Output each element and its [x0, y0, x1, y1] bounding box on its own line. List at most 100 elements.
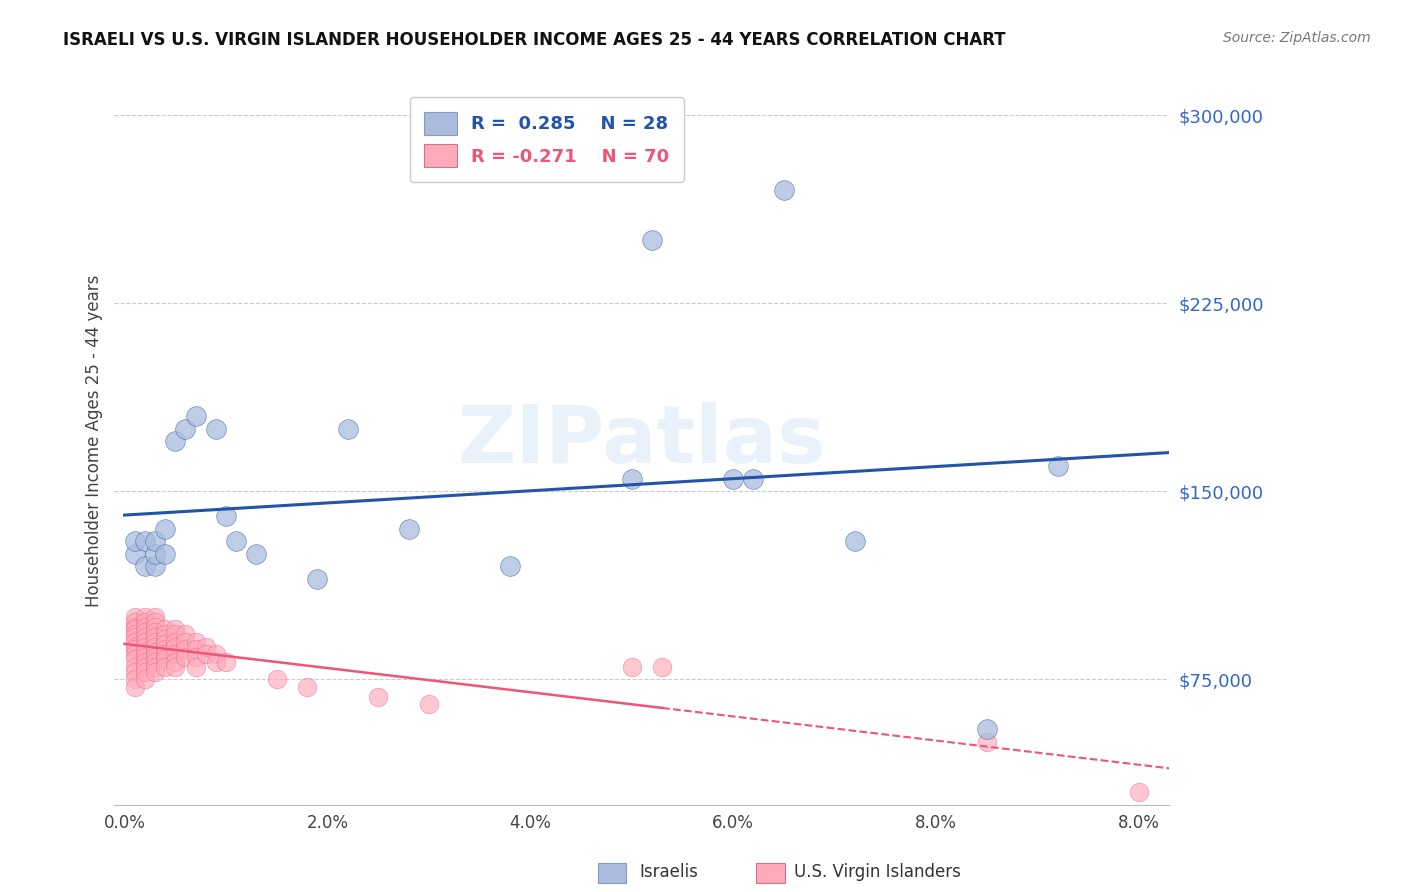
- Point: [153, 652, 176, 666]
- Point: [143, 645, 166, 659]
- Point: [225, 534, 247, 549]
- Point: [143, 665, 166, 679]
- Point: [134, 609, 156, 624]
- Point: [134, 534, 156, 549]
- Point: [215, 655, 238, 669]
- Point: [124, 647, 146, 661]
- Point: [124, 665, 146, 679]
- Point: [153, 659, 176, 673]
- Point: [194, 647, 217, 661]
- Point: [174, 642, 197, 657]
- Point: [620, 472, 643, 486]
- Text: ZIPatlas: ZIPatlas: [458, 402, 825, 480]
- Point: [124, 615, 146, 629]
- Point: [143, 615, 166, 629]
- Point: [1046, 459, 1069, 474]
- Point: [844, 534, 866, 549]
- Point: [143, 649, 166, 664]
- Point: [143, 609, 166, 624]
- Point: [184, 649, 207, 664]
- Point: [153, 632, 176, 647]
- Point: [134, 655, 156, 669]
- Point: [976, 735, 998, 749]
- Point: [143, 624, 166, 639]
- Legend: R =  0.285    N = 28, R = -0.271    N = 70: R = 0.285 N = 28, R = -0.271 N = 70: [411, 97, 683, 182]
- Point: [165, 655, 187, 669]
- Point: [124, 659, 146, 673]
- Point: [772, 183, 794, 197]
- Point: [153, 547, 176, 561]
- Point: [651, 659, 673, 673]
- Point: [134, 630, 156, 644]
- Point: [134, 645, 156, 659]
- Point: [295, 680, 318, 694]
- Point: [134, 619, 156, 633]
- Point: [134, 673, 156, 687]
- Point: [124, 547, 146, 561]
- Point: [143, 634, 166, 648]
- Point: [124, 652, 146, 666]
- Point: [153, 622, 176, 636]
- Point: [205, 655, 228, 669]
- Point: [742, 472, 765, 486]
- Point: [124, 673, 146, 687]
- Point: [174, 627, 197, 641]
- Point: [143, 655, 166, 669]
- Point: [153, 642, 176, 657]
- Point: [245, 547, 267, 561]
- Point: [134, 634, 156, 648]
- Point: [620, 659, 643, 673]
- Point: [184, 642, 207, 657]
- Point: [134, 615, 156, 629]
- Point: [398, 522, 420, 536]
- Point: [124, 627, 146, 641]
- Point: [124, 622, 146, 636]
- Point: [124, 634, 146, 648]
- Point: [194, 640, 217, 654]
- Point: [124, 609, 146, 624]
- Point: [124, 680, 146, 694]
- Point: [143, 640, 166, 654]
- Point: [174, 421, 197, 435]
- Point: [143, 619, 166, 633]
- Point: [336, 421, 359, 435]
- Point: [143, 559, 166, 574]
- Point: [153, 522, 176, 536]
- Point: [641, 234, 664, 248]
- Point: [134, 559, 156, 574]
- Point: [143, 547, 166, 561]
- Point: [184, 409, 207, 423]
- Point: [165, 434, 187, 448]
- Point: [153, 637, 176, 651]
- Y-axis label: Householder Income Ages 25 - 44 years: Householder Income Ages 25 - 44 years: [86, 275, 103, 607]
- Point: [134, 640, 156, 654]
- Point: [134, 659, 156, 673]
- Point: [143, 659, 166, 673]
- Point: [205, 647, 228, 661]
- Point: [215, 509, 238, 524]
- Point: [124, 630, 146, 644]
- Point: [124, 619, 146, 633]
- Point: [976, 723, 998, 737]
- Point: [307, 572, 329, 586]
- Point: [418, 698, 440, 712]
- Point: [124, 642, 146, 657]
- Point: [134, 624, 156, 639]
- Point: [165, 634, 187, 648]
- Point: [184, 659, 207, 673]
- Point: [174, 634, 197, 648]
- Point: [174, 649, 197, 664]
- Point: [134, 649, 156, 664]
- Point: [205, 421, 228, 435]
- Point: [184, 634, 207, 648]
- Point: [143, 534, 166, 549]
- Point: [124, 534, 146, 549]
- Point: [165, 622, 187, 636]
- Point: [124, 640, 146, 654]
- Point: [499, 559, 522, 574]
- Point: [266, 673, 288, 687]
- Point: [165, 640, 187, 654]
- Point: [143, 630, 166, 644]
- Point: [165, 647, 187, 661]
- Point: [367, 690, 389, 704]
